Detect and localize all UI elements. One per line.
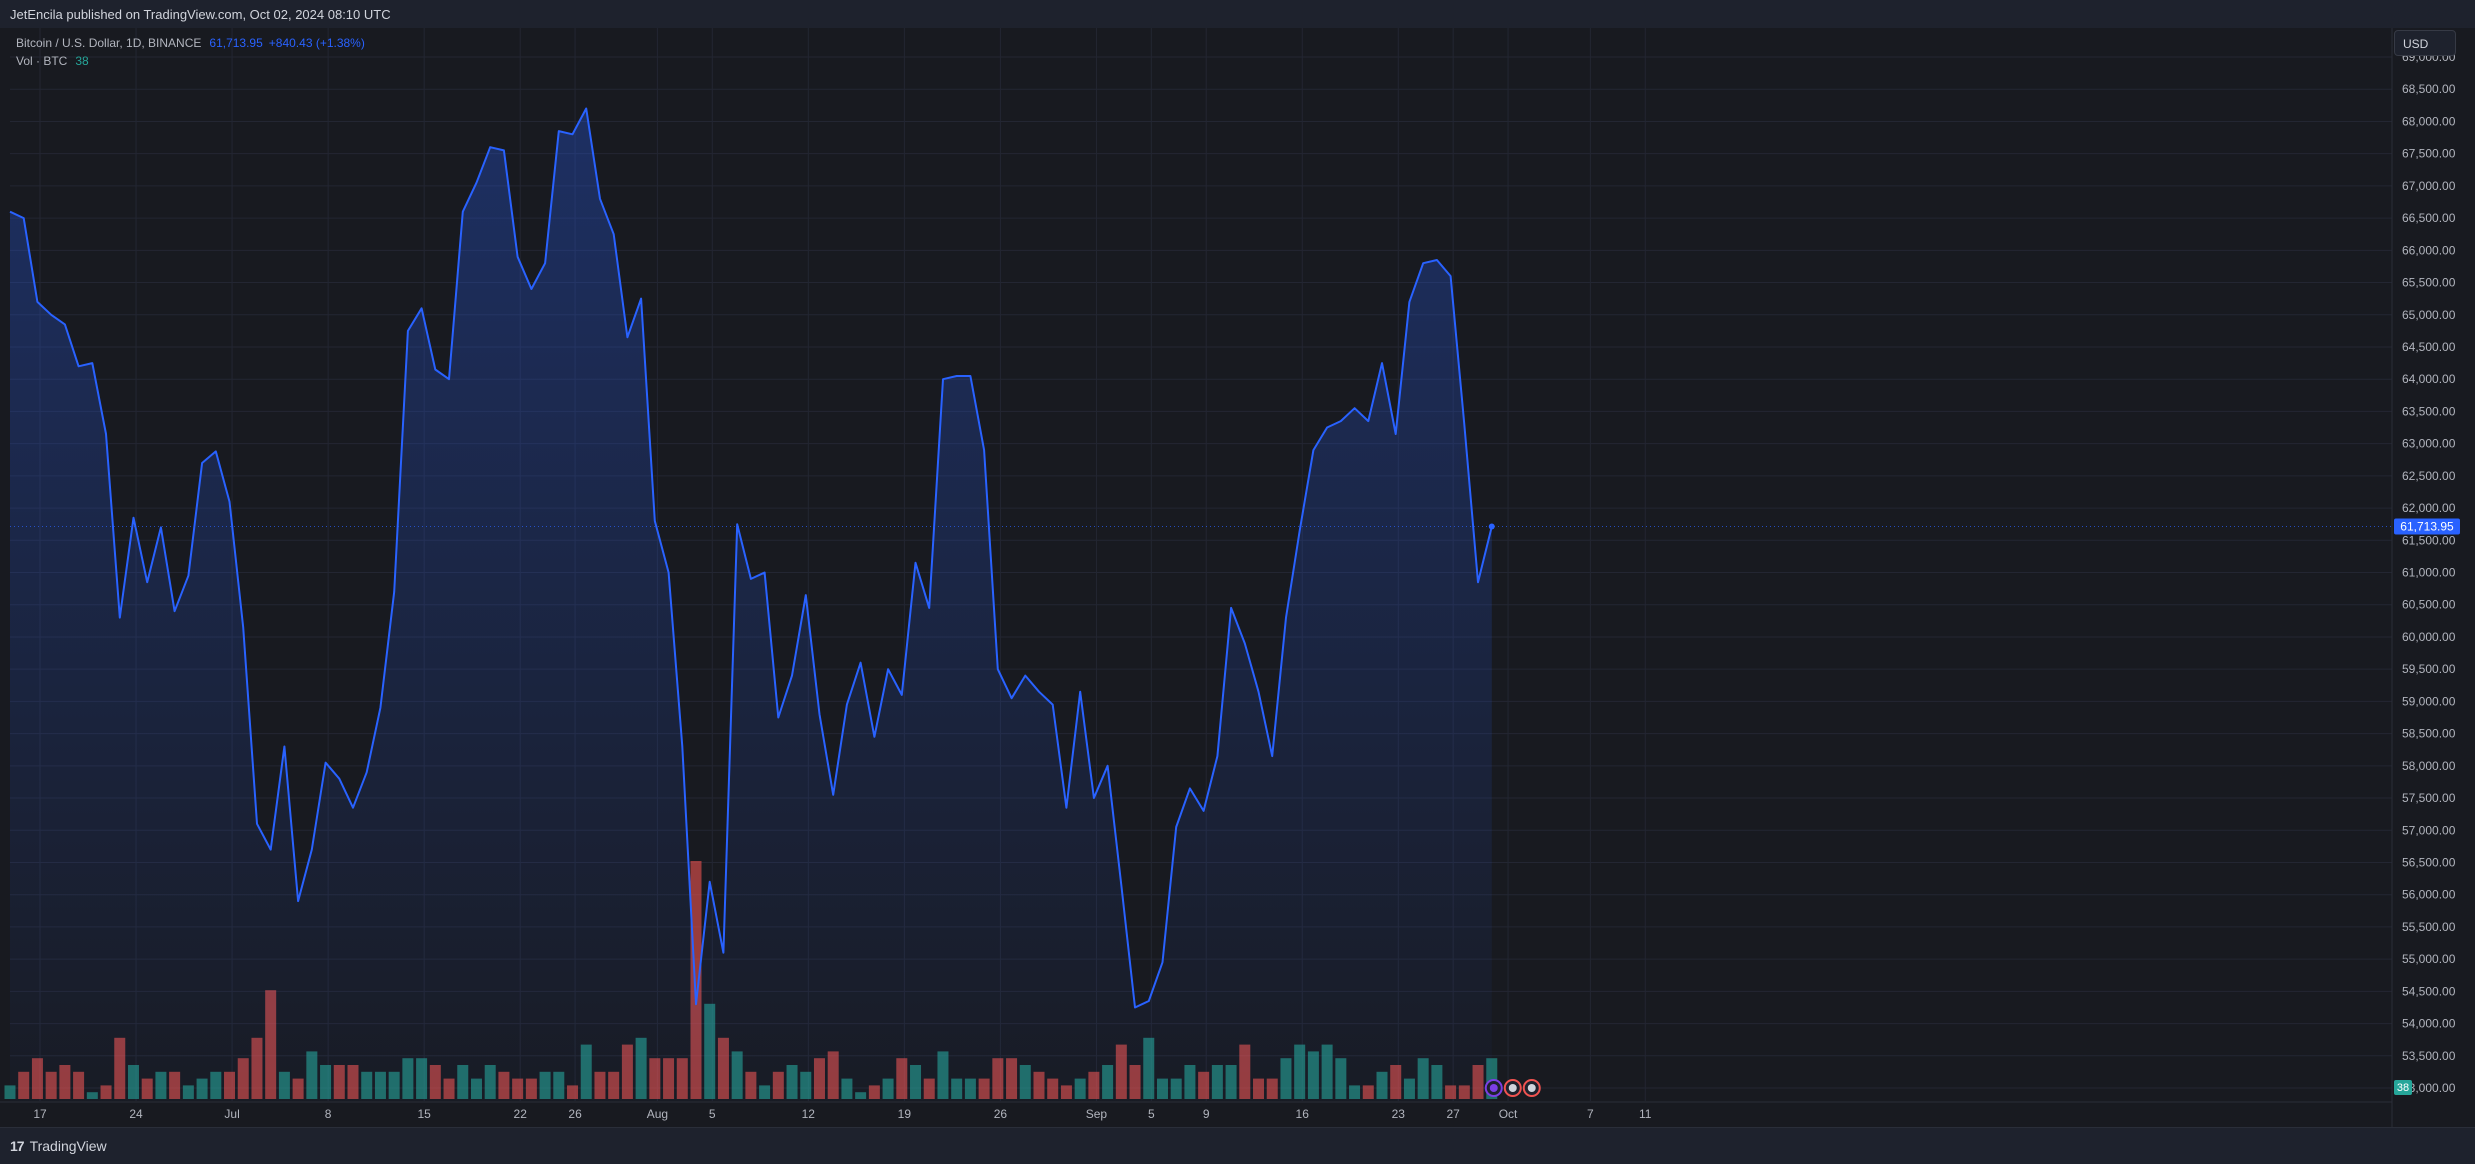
time-tick-label: 9 <box>1203 1107 1210 1121</box>
price-tick-label: 60,500.00 <box>2402 598 2456 612</box>
time-tick-label: 5 <box>709 1107 716 1121</box>
time-axis[interactable]: 17 24 Jul 8 15 22 26 Aug 5 12 19 26 Sep 5 9 16 23 27 Oct 7 1… <box>0 1101 2392 1121</box>
volume-label: Vol · BTC <box>16 54 68 68</box>
publish-info: JetEncila published on TradingView.com, … <box>10 7 391 22</box>
time-tick-label: 7 <box>1587 1107 1594 1121</box>
time-tick-label: 5 <box>1148 1107 1155 1121</box>
price-axis[interactable]: 53,000.00 53,500.00 54,000.00 54,500.00 55,0… <box>2391 28 2475 1127</box>
time-tick-label: 27 <box>1446 1107 1460 1121</box>
brand-name: TradingView <box>29 1138 107 1154</box>
time-tick-label: Sep <box>1086 1107 1108 1121</box>
price-tick-label: 67,500.00 <box>2402 147 2456 161</box>
price-tick-label: 54,500.00 <box>2402 984 2456 998</box>
price-line <box>9 107 1493 1009</box>
time-tick-label: 19 <box>898 1107 912 1121</box>
symbol-label: Bitcoin / U.S. Dollar, 1D, BINANCE <box>16 36 202 50</box>
price-tick-label: 57,000.00 <box>2402 823 2456 837</box>
price-tick-label: 67,000.00 <box>2402 179 2456 193</box>
price-tick-label: 53,500.00 <box>2402 1049 2456 1063</box>
lightning-icon-core <box>1489 1084 1498 1092</box>
time-tick-label: 23 <box>1392 1107 1406 1121</box>
price-tick-label: 68,500.00 <box>2402 82 2456 96</box>
last-price: 61,713.95 <box>209 36 263 50</box>
time-tick-label: 26 <box>568 1107 582 1121</box>
time-tick-label: 8 <box>325 1107 332 1121</box>
top-bar: JetEncila published on TradingView.com, … <box>0 0 2475 29</box>
price-tick-label: 53,000.00 <box>2402 1081 2456 1095</box>
volume-badge-label: 38 <box>2397 1082 2409 1094</box>
price-chart[interactable]: 53,000.00 53,500.00 54,000.00 54,500.00 55,0… <box>0 28 2475 1127</box>
price-tick-label: 61,500.00 <box>2402 533 2456 547</box>
price-tick-label: 56,000.00 <box>2402 888 2456 902</box>
price-tick-label: 66,500.00 <box>2402 211 2456 225</box>
price-tick-label: 66,000.00 <box>2402 243 2456 257</box>
price-tick-label: 64,000.00 <box>2402 372 2456 386</box>
price-tick-label: 54,000.00 <box>2402 1017 2456 1031</box>
price-area-fill <box>10 108 1492 1101</box>
price-tick-label: 63,500.00 <box>2402 404 2456 418</box>
event-markers[interactable] <box>1484 1079 1541 1097</box>
price-tick-label: 68,000.00 <box>2402 114 2456 128</box>
time-tick-label: 17 <box>33 1107 47 1121</box>
price-tick-label: 59,000.00 <box>2402 694 2456 708</box>
volume-row[interactable]: Vol · BTC 38 <box>16 52 365 70</box>
time-tick-label: 22 <box>514 1107 528 1121</box>
last-price-badge <box>2394 518 2460 535</box>
price-tick-label: 65,000.00 <box>2402 308 2456 322</box>
time-tick-label: 15 <box>417 1107 431 1121</box>
last-price-dot <box>1488 523 1495 530</box>
price-tick-label: 65,500.00 <box>2402 276 2456 290</box>
time-tick-label: Jul <box>224 1107 239 1121</box>
time-tick-label: Aug <box>647 1107 668 1121</box>
price-tick-label: 58,500.00 <box>2402 727 2456 741</box>
last-price-label: 61,713.95 <box>2400 519 2454 533</box>
price-tick-label: 55,500.00 <box>2402 920 2456 934</box>
bottom-bar: 17 TradingView <box>0 1127 2475 1164</box>
time-tick-label: 16 <box>1296 1107 1310 1121</box>
volume-badge <box>2394 1080 2412 1095</box>
time-tick-label: Oct <box>1499 1107 1518 1121</box>
price-tick-label: 57,500.00 <box>2402 791 2456 805</box>
flag-icon-core <box>1508 1084 1517 1092</box>
price-tick-label: 62,500.00 <box>2402 469 2456 483</box>
tradingview-logo-icon: 17 <box>10 1138 25 1154</box>
price-tick-label: 62,000.00 <box>2402 501 2456 515</box>
volume-value: 38 <box>75 54 89 68</box>
time-tick-label: 26 <box>994 1107 1008 1121</box>
price-tick-label: 59,500.00 <box>2402 662 2456 676</box>
tradingview-brand[interactable]: 17 TradingView <box>10 1138 107 1154</box>
time-tick-label: 24 <box>129 1107 143 1121</box>
legend: Bitcoin / U.S. Dollar, 1D, BINANCE 61,713… <box>16 34 365 70</box>
price-tick-label: 63,000.00 <box>2402 437 2456 451</box>
price-area <box>9 107 2392 1101</box>
time-tick-label: 12 <box>802 1107 816 1121</box>
time-tick-label: 11 <box>1639 1107 1652 1121</box>
price-change: +840.43 (+1.38%) <box>268 36 365 50</box>
price-axis-bg <box>2392 28 2475 1127</box>
flag-icon-core <box>1527 1084 1536 1092</box>
price-tick-label: 55,000.00 <box>2402 952 2456 966</box>
price-tick-label: 61,000.00 <box>2402 566 2456 580</box>
symbol-row[interactable]: Bitcoin / U.S. Dollar, 1D, BINANCE 61,713… <box>16 34 365 52</box>
price-tick-label: 60,000.00 <box>2402 630 2456 644</box>
price-tick-label: 64,500.00 <box>2402 340 2456 354</box>
price-tick-label: 58,000.00 <box>2402 759 2456 773</box>
volume-bar <box>690 861 702 1099</box>
currency-button[interactable]: USD <box>2394 30 2456 56</box>
price-tick-label: 56,500.00 <box>2402 855 2456 869</box>
